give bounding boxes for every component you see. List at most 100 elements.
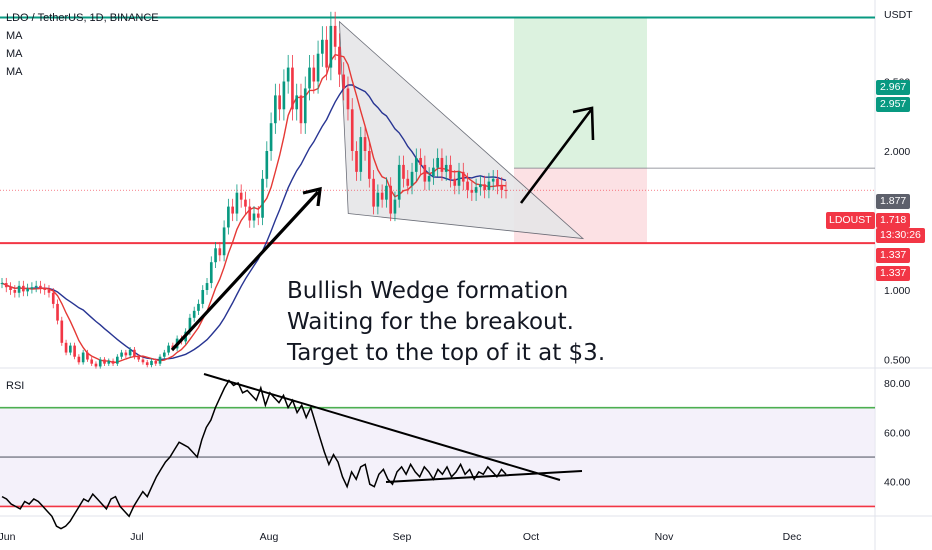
candle [282, 69, 286, 121]
candle-body [483, 184, 486, 190]
annotation-line-1: Bullish Wedge formation [287, 278, 569, 304]
symbol-title[interactable]: LDO / TetherUS, 1D, BINANCE [6, 12, 159, 24]
candle-body [363, 137, 367, 151]
candle [474, 178, 478, 201]
candle-body [77, 356, 81, 363]
ma-indicator-1[interactable]: MA [6, 30, 23, 42]
candle-body [73, 345, 76, 357]
candle-body [491, 178, 495, 182]
candle-body [325, 39, 328, 68]
candle [162, 349, 166, 360]
candle-body [265, 151, 269, 179]
candle [299, 83, 303, 134]
candle [205, 277, 209, 295]
candle-body [291, 67, 294, 110]
candle-body [86, 352, 89, 360]
candle [470, 181, 474, 201]
candle-body [419, 157, 422, 165]
candle-body [423, 164, 427, 182]
candle [56, 299, 59, 325]
candle [436, 148, 439, 177]
candle-body [470, 189, 474, 193]
candle [39, 280, 42, 294]
time-tick-label: Nov [655, 531, 674, 543]
candle [222, 220, 226, 262]
candle-body [64, 342, 68, 353]
candle-body [385, 185, 388, 200]
candle-body [227, 206, 230, 228]
candle [133, 346, 136, 360]
support-label-top: 1.337 [876, 248, 911, 263]
candle [98, 357, 102, 369]
candle-body [231, 206, 234, 214]
rsi-wedge-lines [203, 373, 583, 483]
candle [137, 354, 141, 362]
candle-body [111, 360, 115, 364]
candle-body [308, 67, 311, 89]
candle-body [167, 345, 170, 353]
candle [9, 282, 12, 295]
candle [350, 98, 354, 161]
candle [167, 342, 170, 356]
candle [64, 339, 68, 356]
candle [402, 155, 405, 188]
candle [26, 283, 29, 297]
candle-body [133, 349, 136, 357]
candle-body [43, 288, 47, 290]
candle-body [9, 287, 12, 290]
candle-body [0, 283, 4, 285]
candle-body [137, 356, 141, 360]
candle [333, 11, 337, 61]
candle-body [397, 164, 401, 200]
candle-body [261, 178, 264, 218]
annotation-line-2: Waiting for the breakout. [287, 309, 574, 335]
candle-body [329, 25, 333, 68]
candle-body [487, 181, 491, 190]
rsi-pane[interactable]: RSI [0, 373, 875, 530]
candle-body [235, 192, 239, 214]
candle [466, 172, 469, 199]
candle [239, 184, 243, 208]
candle-body [39, 285, 42, 289]
support-label-bottom: 1.337 [876, 266, 911, 281]
candle [278, 83, 281, 121]
candle-body [150, 360, 153, 366]
time-tick-label: Dec [783, 531, 802, 543]
candle [90, 357, 94, 366]
candle-body [303, 88, 307, 124]
wedge-annotation: Bullish Wedge formation Waiting for the … [287, 276, 605, 369]
candle [325, 26, 328, 81]
candle-body [295, 95, 299, 110]
candle-body [188, 317, 192, 332]
candle-body [414, 157, 418, 172]
candle-body [81, 352, 85, 363]
annotation-line-3: Target to the top of it at $3. [287, 340, 606, 366]
breakout-arrow [519, 106, 595, 204]
candle-body [479, 184, 482, 188]
ma-indicator-3[interactable]: MA [6, 66, 23, 78]
candle [342, 62, 346, 101]
candle [316, 40, 320, 94]
candle [312, 54, 316, 94]
candle-body [22, 285, 25, 292]
candle [248, 198, 252, 228]
candle-body [338, 46, 341, 75]
candle [261, 170, 264, 226]
candle [303, 76, 307, 134]
candle [4, 277, 8, 293]
candle-body [474, 187, 478, 193]
candle [256, 206, 260, 226]
candle [231, 198, 234, 222]
ma-indicator-2[interactable]: MA [6, 48, 23, 60]
rsi-tick-label: 80.00 [884, 378, 910, 390]
candle-body [120, 352, 123, 357]
time-tick-label: Aug [260, 531, 279, 543]
candle [410, 162, 414, 195]
candle-body [457, 171, 461, 186]
candle-body [367, 151, 371, 179]
price-axis[interactable]: 3.5002.5002.0001.5001.0000.500USDT80.006… [884, 0, 913, 489]
candle [432, 158, 435, 185]
time-axis[interactable]: Jun Jul Aug Sep Oct Nov Dec [0, 531, 801, 543]
